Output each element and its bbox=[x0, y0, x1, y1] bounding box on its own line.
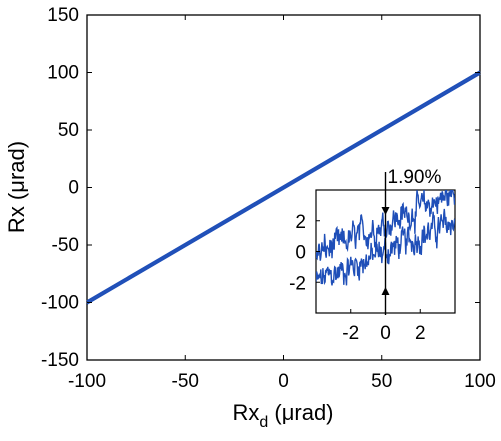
x-tick-label: -100 bbox=[68, 371, 106, 392]
inset-x-tick-label: 0 bbox=[380, 323, 391, 344]
y-tick-label: 0 bbox=[68, 178, 79, 199]
y-tick-label: -100 bbox=[41, 293, 79, 314]
main-series-line-0 bbox=[86, 70, 481, 303]
y-tick-label: 150 bbox=[47, 5, 79, 26]
annotation-arrow-down-icon bbox=[381, 207, 390, 215]
x-axis-title-subscript: d bbox=[259, 414, 268, 431]
annotation-arrow-up-icon bbox=[381, 287, 390, 295]
x-axis-title: Rxd (μrad) bbox=[232, 400, 333, 431]
y-tick-label: -150 bbox=[41, 350, 79, 371]
inset-annotation-group: 1.90% bbox=[381, 167, 442, 315]
y-axis-title: Rx (μrad) bbox=[4, 141, 29, 233]
y-tick-label: 100 bbox=[47, 63, 79, 84]
x-tick-label: -50 bbox=[172, 371, 199, 392]
x-tick-label: 0 bbox=[278, 371, 289, 392]
inset-ticks-group: -2 0 2 -2 0 2 bbox=[289, 212, 425, 344]
x-axis-title-unit: (μrad) bbox=[268, 400, 333, 425]
x-tick-label: 100 bbox=[464, 371, 496, 392]
main-series-line-1 bbox=[86, 72, 481, 305]
annotation-label: 1.90% bbox=[388, 167, 442, 188]
x-tick-label: 50 bbox=[371, 371, 392, 392]
inset-x-tick-label: -2 bbox=[342, 323, 359, 344]
main-series-group bbox=[86, 70, 481, 305]
x-axis-title-main: Rx bbox=[232, 400, 259, 425]
inset-x-tick-label: 2 bbox=[415, 323, 426, 344]
inset-y-tick-label: -2 bbox=[289, 273, 306, 294]
inset-y-tick-label: 2 bbox=[295, 212, 306, 233]
y-tick-label: 50 bbox=[58, 120, 79, 141]
inset-y-tick-label: 0 bbox=[295, 243, 306, 264]
y-tick-label: -50 bbox=[52, 235, 79, 256]
